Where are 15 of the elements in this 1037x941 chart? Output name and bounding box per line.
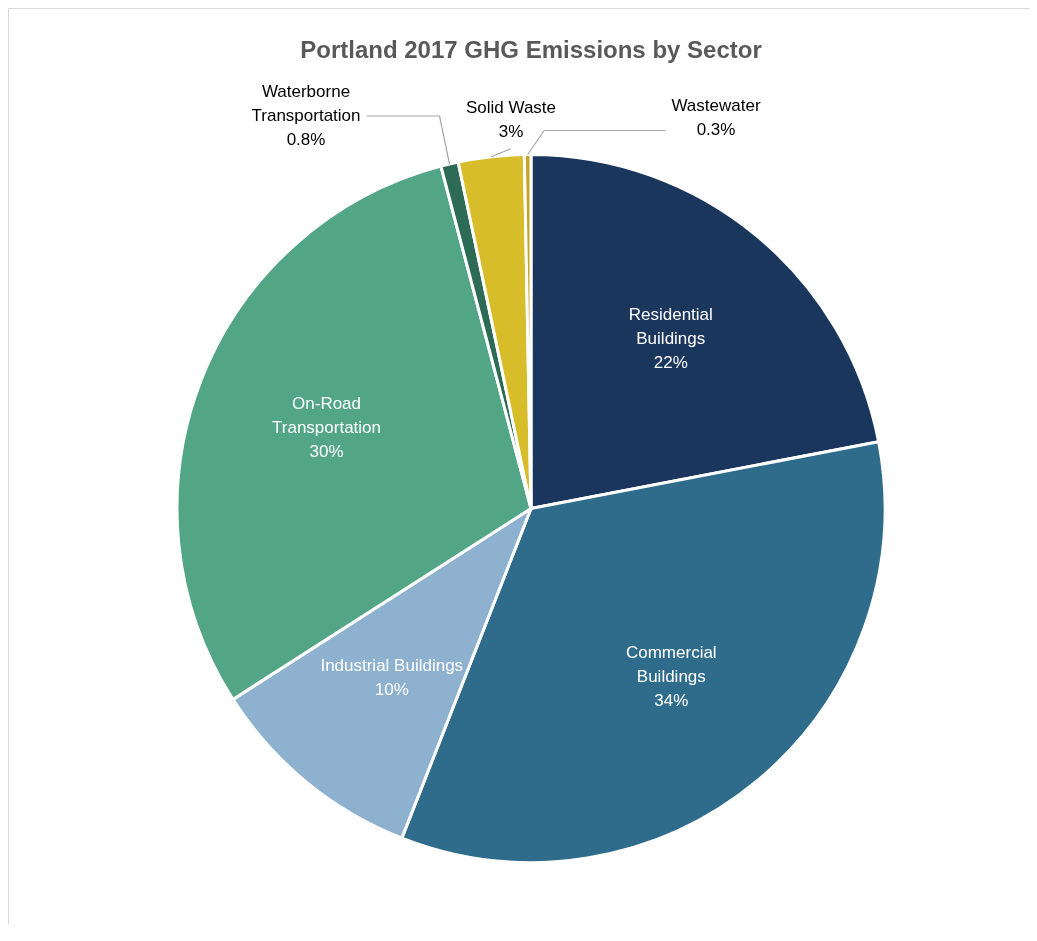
data-label: 0.3% (696, 120, 736, 140)
slice-label: Industrial Buildings (320, 655, 464, 675)
slice-label: Solid Waste (465, 98, 557, 118)
data-label: 30% (309, 442, 344, 462)
data-label: 3% (498, 122, 524, 142)
data-label: 34% (654, 690, 689, 710)
slice-label: Wastewater (671, 96, 761, 116)
data-label: 0.8% (286, 129, 326, 149)
slice-label: Residential Buildings (628, 304, 713, 348)
data-label: 10% (374, 679, 409, 699)
slice-label: Commercial Buildings (625, 642, 717, 686)
slice-label: Waterborne Transportation (251, 81, 361, 125)
slice-label: On-Road Transportation (272, 394, 382, 438)
chart-title: Portland 2017 GHG Emissions by Sector (300, 35, 762, 63)
data-label: 22% (653, 352, 688, 372)
